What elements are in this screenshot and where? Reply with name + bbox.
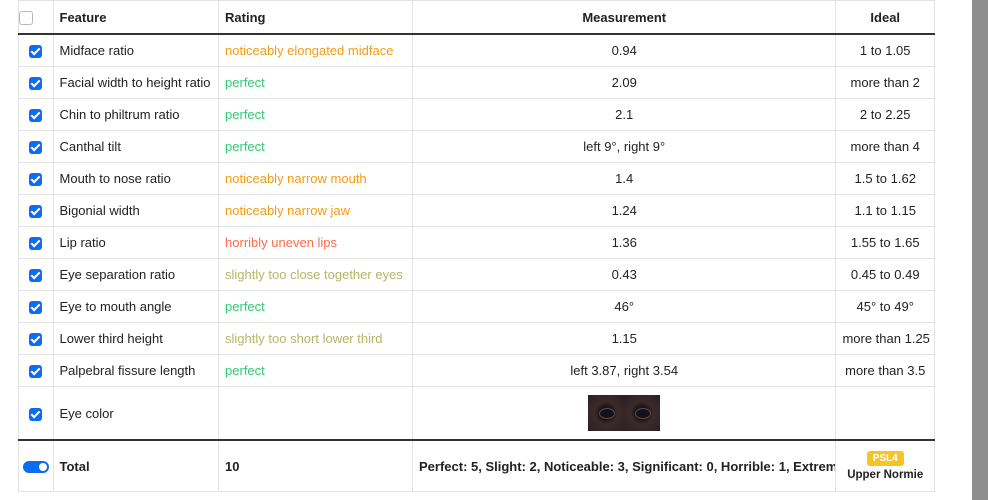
table-row: Canthal tilt perfect left 9°, right 9° m… [18, 130, 935, 163]
measurement-value: 0.94 [411, 33, 837, 67]
header-rating[interactable]: Rating [218, 0, 413, 35]
right-eye-image [624, 395, 661, 431]
total-row: Total 10 Perfect: 5, Slight: 2, Noticeab… [18, 439, 935, 492]
table-row: Lip ratio horribly uneven lips 1.36 1.55… [18, 226, 935, 259]
header-measurement[interactable]: Measurement [411, 0, 837, 35]
rating-text: perfect [218, 354, 413, 387]
rating-text [218, 386, 413, 441]
rating-text: perfect [218, 290, 413, 323]
rating-text: noticeably elongated midface [218, 33, 413, 67]
feature-name: Bigonial width [52, 194, 220, 227]
feature-name: Chin to philtrum ratio [52, 98, 220, 131]
total-summary: Perfect: 5, Slight: 2, Noticeable: 3, Si… [411, 439, 837, 492]
feature-name: Facial width to height ratio [52, 66, 220, 99]
feature-name: Eye separation ratio [52, 258, 220, 291]
measurement-value: 1.4 [411, 162, 837, 195]
row-checkbox[interactable] [29, 205, 43, 219]
row-checkbox[interactable] [29, 173, 43, 187]
scrollbar[interactable] [972, 0, 988, 500]
measurement-value: 46° [411, 290, 837, 323]
eye-color-swatches [411, 386, 837, 441]
rating-text: perfect [218, 66, 413, 99]
feature-name: Eye color [52, 386, 220, 441]
measurement-value: 0.43 [411, 258, 837, 291]
total-count: 10 [218, 439, 413, 492]
rating-text: slightly too close together eyes [218, 258, 413, 291]
left-eye-image [588, 395, 625, 431]
table-row: Lower third height slightly too short lo… [18, 322, 935, 355]
psl-tier-label: Upper Normie [847, 468, 924, 481]
table-row: Eye separation ratio slightly too close … [18, 258, 935, 291]
table-row: Palpebral fissure length perfect left 3.… [18, 354, 935, 387]
ideal-value: 1.55 to 1.65 [835, 226, 935, 259]
table-row-eye-color: Eye color [18, 386, 935, 441]
table-row: Midface ratio noticeably elongated midfa… [18, 33, 935, 67]
measurement-value: 1.36 [411, 226, 837, 259]
feature-name: Eye to mouth angle [52, 290, 220, 323]
table-row: Facial width to height ratio perfect 2.0… [18, 66, 935, 99]
feature-name: Mouth to nose ratio [52, 162, 220, 195]
header-ideal[interactable]: Ideal [835, 0, 935, 35]
rating-text: perfect [218, 98, 413, 131]
ideal-value: 45° to 49° [835, 290, 935, 323]
feature-name: Lower third height [52, 322, 220, 355]
table-header-row: Feature Rating Measurement Ideal [18, 0, 935, 35]
total-toggle[interactable] [22, 461, 49, 474]
rating-text: perfect [218, 130, 413, 163]
ideal-value: more than 2 [835, 66, 935, 99]
row-checkbox[interactable] [29, 141, 43, 155]
ideal-value: more than 4 [835, 130, 935, 163]
measurement-value: 1.15 [411, 322, 837, 355]
table-row: Eye to mouth angle perfect 46° 45° to 49… [18, 290, 935, 323]
ideal-value: 2 to 2.25 [835, 98, 935, 131]
psl-badge: PSL4 [866, 450, 904, 466]
measurement-value: 1.24 [411, 194, 837, 227]
ideal-value: 0.45 to 0.49 [835, 258, 935, 291]
ideal-value: 1.5 to 1.62 [835, 162, 935, 195]
row-checkbox[interactable] [29, 301, 43, 315]
table-row: Chin to philtrum ratio perfect 2.1 2 to … [18, 98, 935, 131]
select-all-checkbox[interactable] [19, 10, 33, 25]
table-row: Bigonial width noticeably narrow jaw 1.2… [18, 194, 935, 227]
measurement-value: left 3.87, right 3.54 [411, 354, 837, 387]
row-checkbox[interactable] [29, 269, 43, 283]
ideal-value: more than 1.25 [835, 322, 935, 355]
header-feature[interactable]: Feature [52, 0, 220, 35]
psl-cell: PSL4 Upper Normie [835, 439, 935, 492]
measurement-value: 2.09 [411, 66, 837, 99]
measurement-value: 2.1 [411, 98, 837, 131]
table-row: Mouth to nose ratio noticeably narrow mo… [18, 162, 935, 195]
row-checkbox[interactable] [29, 109, 43, 123]
row-checkbox[interactable] [29, 407, 43, 421]
row-checkbox[interactable] [29, 237, 43, 251]
rating-text: noticeably narrow mouth [218, 162, 413, 195]
ideal-value: 1.1 to 1.15 [835, 194, 935, 227]
row-checkbox[interactable] [29, 45, 43, 59]
rating-text: slightly too short lower third [218, 322, 413, 355]
total-label: Total [52, 439, 220, 492]
rating-text: horribly uneven lips [218, 226, 413, 259]
feature-name: Lip ratio [52, 226, 220, 259]
row-checkbox[interactable] [29, 333, 43, 347]
measurement-value: left 9°, right 9° [411, 130, 837, 163]
row-checkbox[interactable] [29, 365, 43, 379]
feature-name: Canthal tilt [52, 130, 220, 163]
rating-text: noticeably narrow jaw [218, 194, 413, 227]
ideal-value: 1 to 1.05 [835, 33, 935, 67]
ideal-value: more than 3.5 [835, 354, 935, 387]
feature-name: Palpebral fissure length [52, 354, 220, 387]
row-checkbox[interactable] [29, 77, 43, 91]
select-all-cell [18, 0, 54, 35]
ideal-value [835, 386, 935, 441]
feature-name: Midface ratio [52, 33, 220, 67]
features-table: Feature Rating Measurement Ideal Midface… [18, 0, 935, 492]
